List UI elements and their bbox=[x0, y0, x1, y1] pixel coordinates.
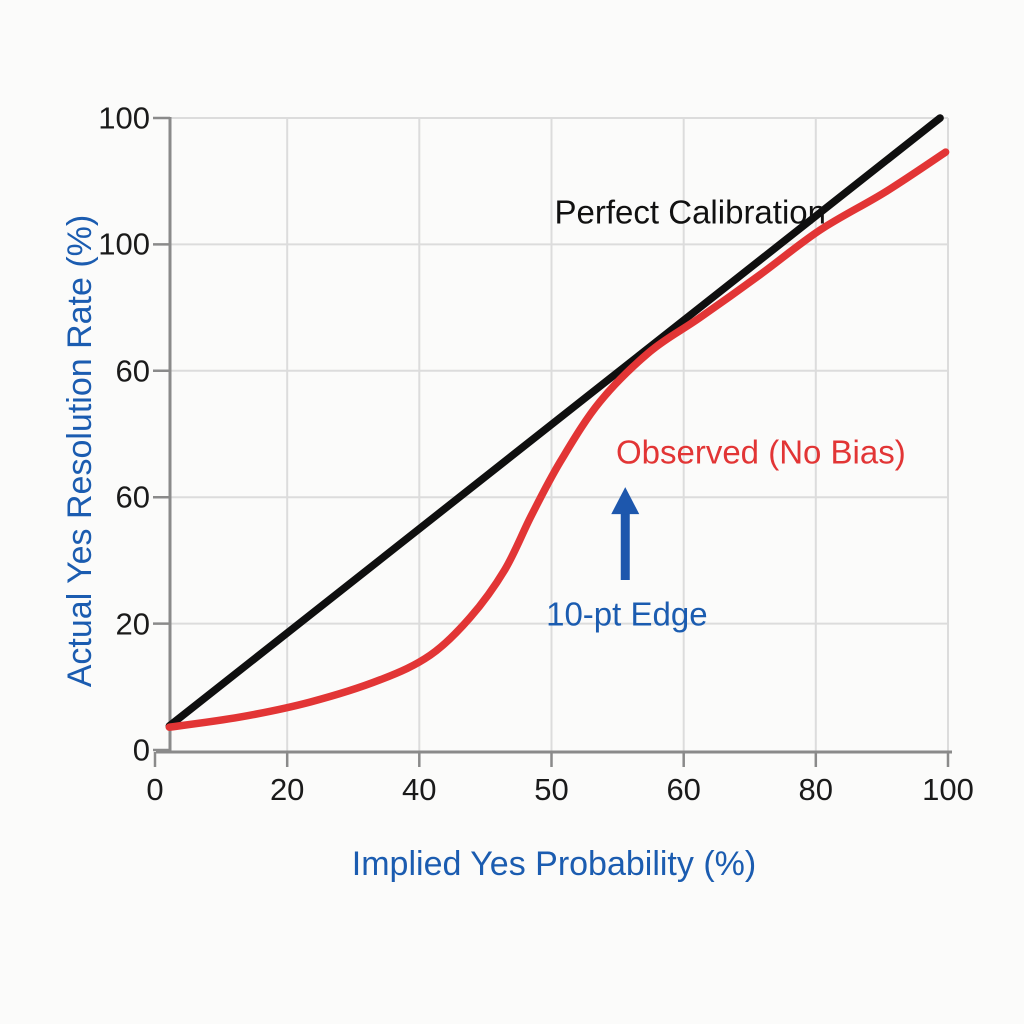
y-tick-label: 0 bbox=[132, 732, 150, 768]
x-axis-title: Implied Yes Probability (%) bbox=[351, 845, 757, 883]
y-tick-label: 60 bbox=[115, 479, 150, 515]
observed-label: Observed (No Bias) bbox=[615, 433, 906, 471]
observed-curve bbox=[165, 148, 950, 731]
x-tick-label: 60 bbox=[666, 772, 701, 807]
x-tick-label: 100 bbox=[922, 772, 974, 807]
x-tick-label: 20 bbox=[269, 772, 305, 807]
perfect-calibration-label: Perfect Calibration bbox=[554, 193, 826, 231]
y-tick-label: 20 bbox=[115, 606, 150, 642]
y-axis-title: Actual Yes Resolution Rate (%) bbox=[61, 214, 99, 688]
edge-label: 10-pt Edge bbox=[546, 595, 708, 633]
edge-arrow-head bbox=[611, 487, 640, 515]
x-tick-label: 80 bbox=[798, 772, 834, 807]
y-tick-label: 100 bbox=[98, 226, 150, 262]
perfect-calibration-line bbox=[165, 114, 944, 730]
x-tick-label: 40 bbox=[402, 772, 437, 807]
x-tick-label: 50 bbox=[534, 772, 569, 807]
y-tick-label: 60 bbox=[115, 353, 150, 389]
x-tick-label: 0 bbox=[146, 772, 164, 807]
y-tick-label: 100 bbox=[98, 100, 150, 136]
